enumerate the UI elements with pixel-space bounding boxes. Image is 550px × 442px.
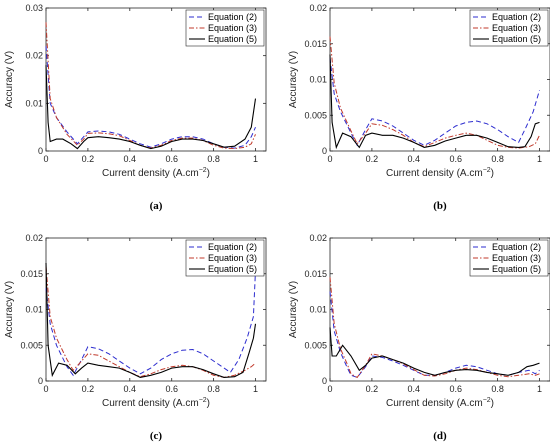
series-line-3 — [45, 262, 257, 378]
series-line-2 — [329, 277, 540, 379]
series-line-3 — [329, 54, 540, 150]
y-tick-label: 0.01 — [309, 75, 327, 85]
legend-label: Equation (2) — [492, 242, 541, 252]
panel-label: (c) — [150, 430, 163, 442]
x-tick-label: 0.6 — [449, 384, 462, 394]
legend-label: Equation (5) — [208, 264, 257, 274]
x-tick-label: 0.2 — [82, 384, 95, 394]
x-axis-label-exponent: −2 — [199, 167, 207, 174]
x-tick-label: 0 — [43, 154, 48, 164]
y-axis-label: Accuracy (V) — [288, 281, 299, 338]
x-axis-label-exponent: −2 — [483, 167, 491, 174]
legend-box — [185, 9, 265, 47]
y-tick-label: 0.02 — [25, 51, 43, 61]
series-line-3 — [45, 65, 257, 150]
x-tick-label: 0.2 — [366, 384, 379, 394]
series-line-2 — [329, 36, 540, 149]
y-tick-label: 0.015 — [20, 269, 43, 279]
x-axis-label-close: ) — [491, 168, 494, 179]
y-tick-label: 0.02 — [309, 3, 327, 13]
x-tick-label: 0.6 — [165, 154, 178, 164]
y-tick-label: 0.03 — [25, 3, 43, 13]
legend: Equation (2)Equation (3)Equation (5) — [185, 239, 265, 277]
y-tick-label: 0.01 — [25, 305, 43, 315]
x-tick-label: 1 — [537, 384, 542, 394]
x-axis-label-exponent: −2 — [199, 397, 207, 404]
legend: Equation (2)Equation (3)Equation (5) — [469, 9, 549, 47]
legend-label: Equation (5) — [492, 34, 541, 44]
x-tick-label: 0.8 — [491, 154, 504, 164]
x-axis-label: Current density (A.cm−2) — [386, 397, 494, 409]
y-tick-label: 0.005 — [304, 340, 327, 350]
x-axis-label-exponent: −2 — [483, 397, 491, 404]
y-axis-label: Accuracy (V) — [4, 281, 15, 338]
x-tick-label: 1 — [253, 154, 258, 164]
legend-label: Equation (2) — [492, 12, 541, 22]
x-tick-label: 0 — [43, 384, 48, 394]
x-axis-label: Current density (A.cm−2) — [102, 397, 210, 409]
y-tick-label: 0 — [322, 376, 327, 386]
legend: Equation (2)Equation (3)Equation (5) — [185, 9, 265, 47]
legend-box — [469, 9, 549, 47]
y-tick-label: 0.02 — [309, 233, 327, 243]
legend-box — [469, 239, 549, 277]
series-line-1 — [45, 270, 256, 377]
chart-panel-4: 0 0.2 0.4 0.6 0.8 1 0 0.005 0.01 0.015 0.02 Equatio… — [288, 233, 550, 442]
x-axis-label-close: ) — [207, 168, 210, 179]
chart-panel-3: 0 0.2 0.4 0.6 0.8 1 0 0.005 0.01 0.015 0.02 Equatio… — [4, 233, 267, 442]
y-tick-label: 0.005 — [20, 340, 43, 350]
legend-label: Equation (3) — [208, 253, 257, 263]
legend-label: Equation (2) — [208, 12, 257, 22]
x-axis-label-close: ) — [207, 398, 210, 409]
x-tick-label: 0.4 — [124, 154, 137, 164]
series-line-3 — [329, 327, 540, 376]
chart-panel-2: 0 0.2 0.4 0.6 0.8 1 0 0.005 0.01 0.015 0.02 Equatio… — [288, 3, 550, 212]
x-tick-label: 0.2 — [366, 154, 379, 164]
y-tick-label: 0.015 — [304, 269, 327, 279]
x-axis-label-close: ) — [491, 398, 494, 409]
x-tick-label: 1 — [253, 384, 258, 394]
x-axis-label: Current density (A.cm−2) — [102, 167, 210, 179]
x-tick-label: 0.4 — [124, 384, 137, 394]
panel-label: (b) — [433, 200, 447, 212]
x-tick-label: 0.4 — [408, 384, 421, 394]
legend-label: Equation (3) — [492, 253, 541, 263]
x-tick-label: 0.6 — [449, 154, 462, 164]
legend: Equation (2)Equation (3)Equation (5) — [469, 239, 549, 277]
y-axis-label: Accuracy (V) — [288, 51, 299, 108]
x-tick-label: 0.4 — [408, 154, 421, 164]
y-tick-label: 0 — [322, 146, 327, 156]
legend-box — [185, 239, 265, 277]
x-tick-label: 0.2 — [82, 154, 95, 164]
y-tick-label: 0.01 — [309, 305, 327, 315]
y-tick-label: 0.005 — [304, 110, 327, 120]
y-tick-label: 0.01 — [25, 98, 43, 108]
x-tick-label: 1 — [537, 154, 542, 164]
legend-label: Equation (5) — [492, 264, 541, 274]
legend-label: Equation (3) — [492, 23, 541, 33]
x-tick-label: 0 — [327, 384, 332, 394]
panel-label: (d) — [433, 430, 447, 442]
y-tick-label: 0.02 — [25, 233, 43, 243]
panel-label: (a) — [150, 200, 163, 212]
legend-label: Equation (3) — [208, 23, 257, 33]
x-tick-label: 0 — [327, 154, 332, 164]
x-tick-label: 0.8 — [207, 384, 220, 394]
x-tick-label: 0.6 — [165, 384, 178, 394]
y-axis-label: Accuracy (V) — [4, 51, 15, 108]
y-tick-label: 0.015 — [304, 39, 327, 49]
legend-label: Equation (5) — [208, 34, 257, 44]
y-tick-label: 0 — [38, 376, 43, 386]
x-tick-label: 0.8 — [491, 384, 504, 394]
y-tick-label: 0 — [38, 146, 43, 156]
legend-label: Equation (2) — [208, 242, 257, 252]
x-axis-label: Current density (A.cm−2) — [386, 167, 494, 179]
x-tick-label: 0.8 — [207, 154, 220, 164]
